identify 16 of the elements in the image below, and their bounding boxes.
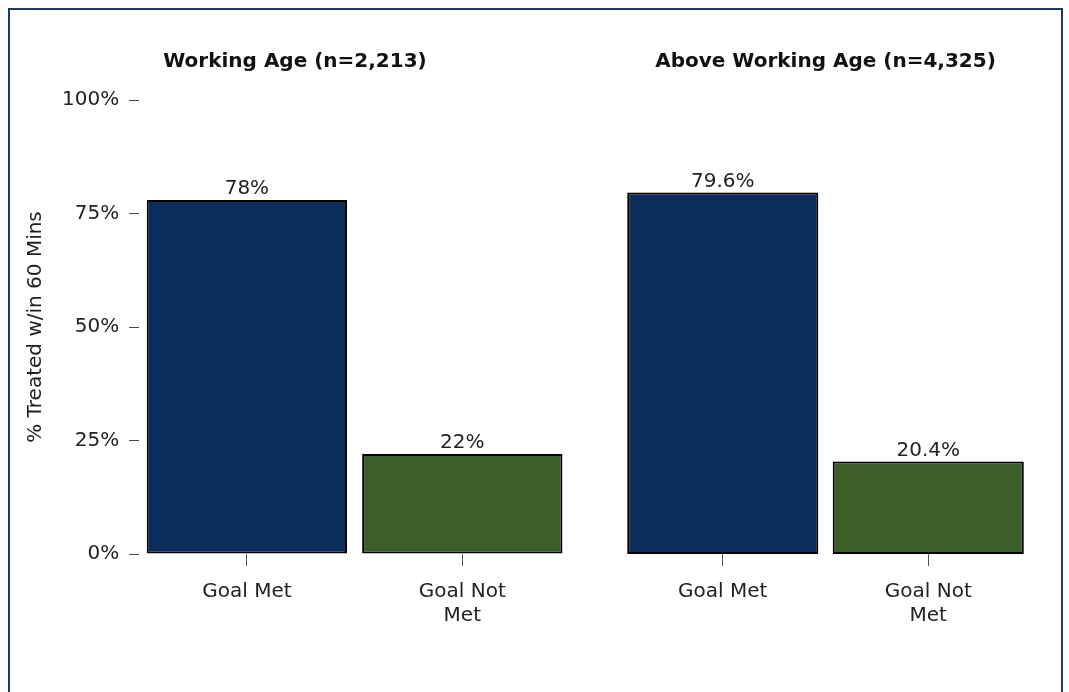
- data-label: 22%: [440, 429, 485, 454]
- x-tick-label: Goal Not Met: [418, 578, 506, 627]
- data-label: 20.4%: [896, 436, 961, 461]
- x-tick-label: Goal Met: [678, 578, 768, 603]
- chart-title: Working Age (n=2,213): [163, 48, 427, 73]
- x-tick-label: Goal Not Met: [884, 578, 972, 627]
- y-tick-label: 50%: [74, 313, 120, 338]
- y-tick-label: 75%: [74, 199, 120, 224]
- chart-title: Above Working Age (n=4,325): [655, 48, 996, 73]
- y-axis-title: % Treated w/in 60 Mins: [22, 211, 47, 443]
- x-tick-label: Goal Met: [202, 578, 292, 603]
- data-label: 78%: [224, 175, 270, 200]
- y-tick-label: 100%: [61, 86, 120, 111]
- y-tick-label: 25%: [74, 426, 120, 451]
- data-label: 79.6%: [690, 167, 755, 192]
- y-tick-label: 0%: [87, 540, 120, 565]
